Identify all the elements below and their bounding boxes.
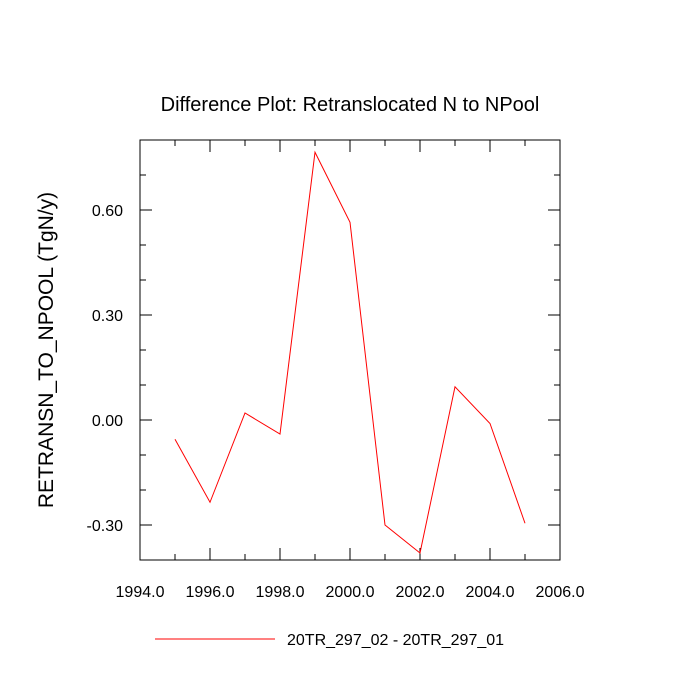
x-tick-label: 2000.0 [326, 584, 375, 601]
legend-label: 20TR_297_02 - 20TR_297_01 [287, 632, 504, 649]
y-tick-label: 0.30 [92, 308, 123, 325]
x-axis-ticks: 1994.0 1996.0 1998.0 2000.0 2002.0 2004.0 2006… [116, 140, 585, 601]
y-tick-label: 0.60 [92, 203, 123, 220]
chart-title: Difference Plot: Retranslocated N to NPo… [161, 94, 540, 116]
y-tick-label: 0.00 [92, 413, 123, 430]
x-tick-label: 2004.0 [466, 584, 515, 601]
x-tick-label: 1996.0 [186, 584, 235, 601]
x-tick-label: 1994.0 [116, 584, 165, 601]
x-tick-label: 2002.0 [396, 584, 445, 601]
x-tick-label: 1998.0 [256, 584, 305, 601]
y-tick-label: -0.30 [87, 518, 124, 535]
legend: 20TR_297_02 - 20TR_297_01 [155, 632, 504, 649]
y-axis-label: RETRANSN_TO_NPOOL (TgN/y) [35, 192, 58, 508]
x-tick-label: 2006.0 [536, 584, 585, 601]
series-layer [174, 150, 526, 554]
plot-frame [139, 139, 561, 561]
y-axis-ticks: -0.30 0.00 0.30 0.60 [87, 139, 560, 561]
series-line [174, 150, 526, 554]
